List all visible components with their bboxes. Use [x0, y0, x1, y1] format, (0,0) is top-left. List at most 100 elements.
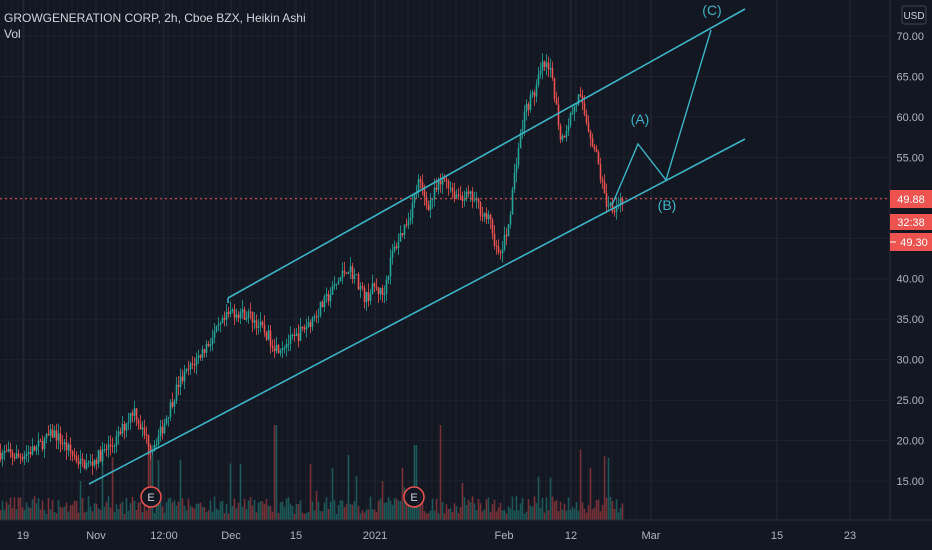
- volume-bar: [235, 508, 238, 520]
- volume-bar: [335, 513, 338, 520]
- candle-body: [167, 416, 170, 419]
- volume-bar: [585, 512, 588, 520]
- candle-body: [317, 315, 320, 317]
- trend-channel-drawings[interactable]: (A) (B) (C): [88, 2, 746, 485]
- price-tick-label: 55.00: [896, 152, 924, 164]
- volume-bar: [163, 512, 166, 520]
- candle-body: [31, 446, 34, 455]
- volume-bar: [477, 498, 480, 520]
- volume-bar: [621, 503, 624, 520]
- volume-bar: [17, 497, 20, 520]
- volume-bar: [595, 500, 598, 520]
- volume-bar: [601, 505, 604, 520]
- candle-body: [329, 295, 332, 302]
- time-tick-label: 2021: [363, 530, 387, 542]
- volume-bar: [21, 507, 24, 520]
- candle-body: [519, 133, 522, 149]
- volume-bar: [273, 425, 276, 520]
- wave-label-a[interactable]: (A): [631, 111, 650, 127]
- candle-body: [373, 283, 376, 287]
- price-axis[interactable]: [890, 0, 932, 550]
- candle-body: [225, 312, 228, 320]
- wave-label-b[interactable]: (B): [658, 197, 677, 213]
- candle-body: [29, 452, 32, 455]
- candle-body: [541, 61, 544, 71]
- symbol-info[interactable]: GROWGENERATION CORP, 2h, Cboe BZX, Heiki…: [4, 11, 306, 25]
- candle-body: [205, 343, 208, 353]
- volume-bar: [287, 497, 290, 520]
- earnings-marker[interactable]: [403, 486, 425, 508]
- volume-bar: [509, 508, 512, 520]
- candle-body: [201, 349, 204, 358]
- volume-bar: [427, 513, 430, 520]
- candle-body: [273, 347, 276, 352]
- volume-bar: [357, 505, 360, 520]
- candle-body: [585, 114, 588, 123]
- volume-bar: [469, 502, 472, 520]
- volume-bar: [551, 496, 554, 520]
- volume-bar: [543, 512, 546, 520]
- volume-bar: [393, 498, 396, 520]
- candle-body: [239, 312, 242, 319]
- volume-bar: [133, 500, 136, 520]
- elliott-wave-path[interactable]: [611, 29, 712, 206]
- volume-bar: [317, 501, 320, 520]
- volume-bar: [37, 498, 40, 520]
- volume-bar: [433, 510, 436, 520]
- candle-body: [611, 202, 614, 212]
- candle-body: [399, 233, 402, 242]
- candle-body: [111, 445, 114, 447]
- candle-body: [39, 440, 42, 442]
- time-axis[interactable]: [0, 520, 932, 550]
- candle-body: [161, 426, 164, 434]
- candle-body: [427, 205, 430, 211]
- volume-bar: [537, 476, 540, 520]
- volume-bar: [195, 503, 198, 520]
- volume-bar: [89, 506, 92, 520]
- candle-body: [311, 317, 314, 327]
- earnings-marker-label: E: [147, 492, 154, 504]
- volume-bar: [123, 513, 126, 520]
- candle-body: [289, 335, 292, 344]
- volume-bar: [577, 510, 580, 520]
- candle-body: [429, 199, 432, 211]
- candle-body: [417, 179, 420, 192]
- candle-body: [283, 347, 286, 349]
- candle-body: [51, 429, 54, 438]
- candle-body: [217, 324, 220, 326]
- candle-body: [71, 451, 74, 456]
- candle-body: [597, 152, 600, 165]
- volume-bar: [301, 512, 304, 520]
- volume-bar: [111, 457, 114, 520]
- volume-bar: [587, 505, 590, 520]
- candle-body: [391, 251, 394, 258]
- volume-bar: [355, 475, 358, 520]
- candle-body: [223, 318, 226, 320]
- volume-bar: [545, 497, 548, 520]
- volume-indicator-label[interactable]: Vol: [4, 27, 21, 41]
- candle-body: [467, 191, 470, 194]
- candle-body: [619, 198, 622, 205]
- volume-bar: [53, 512, 56, 520]
- volume-bar: [309, 464, 312, 520]
- volume-bar: [475, 509, 478, 520]
- volume-bar: [67, 511, 70, 520]
- price-tick-label: 65.00: [896, 71, 924, 83]
- volume-bar: [245, 509, 248, 520]
- wave-label-c[interactable]: (C): [702, 2, 721, 18]
- currency-badge[interactable]: [901, 5, 927, 25]
- candle-body: [65, 442, 68, 451]
- volume-bar: [61, 507, 64, 520]
- earnings-marker[interactable]: [140, 486, 162, 508]
- channel-upper-line[interactable]: [227, 8, 746, 299]
- candle-body: [267, 330, 270, 340]
- candle-body: [333, 284, 336, 287]
- volume-bar: [605, 497, 608, 520]
- channel-lower-line[interactable]: [88, 138, 746, 485]
- candle-body: [305, 326, 308, 330]
- volume-bar: [47, 497, 50, 520]
- candle-body: [253, 320, 256, 323]
- candle-body: [537, 74, 540, 85]
